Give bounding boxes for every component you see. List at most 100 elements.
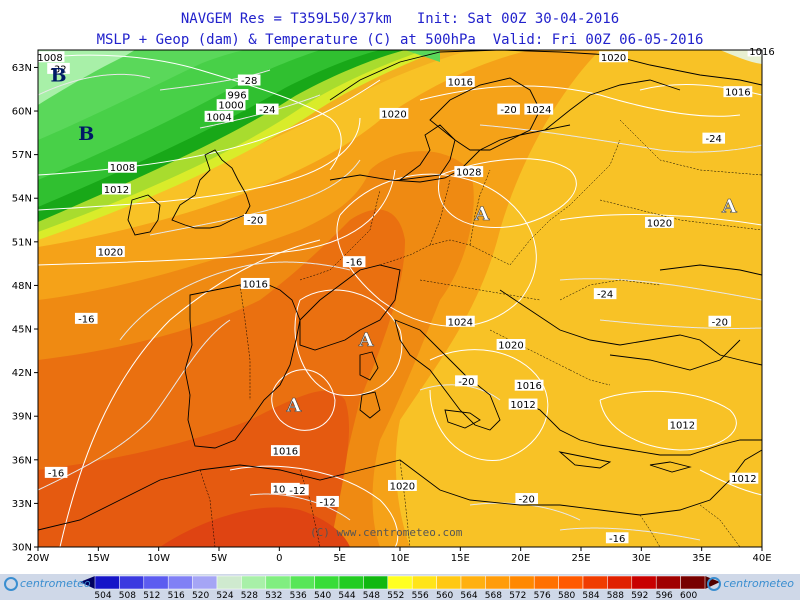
isobar-label-box — [445, 75, 475, 87]
legend-value-label: 572 — [509, 591, 526, 600]
isotherm-label-box — [342, 256, 366, 268]
legend-swatch — [582, 575, 608, 590]
legend-arrow-left — [80, 576, 95, 589]
legend-value-label: 516 — [168, 591, 185, 600]
lon-tick-label: 40E — [752, 553, 771, 564]
isobar-label-box — [270, 482, 300, 494]
isobar-label: 1024 — [448, 317, 473, 328]
isobar-label: 1012 — [731, 474, 756, 485]
centrometeo-logo-right: centrometeo — [707, 577, 794, 593]
lon-tick-label: 10E — [390, 553, 409, 564]
isobar-label-box — [508, 398, 538, 410]
isobar-label-box — [729, 472, 759, 484]
isobar-label-box — [645, 216, 674, 228]
lat-tick-label: 63N — [12, 63, 32, 74]
isobar-label: 1016 — [725, 88, 750, 99]
isobar-label: 1012 — [510, 400, 535, 411]
legend-value-label: 512 — [143, 591, 160, 600]
legend-value-label: 548 — [363, 591, 380, 600]
isobar-label-box — [723, 86, 753, 98]
isotherm-label-box — [44, 466, 68, 478]
country-borders — [199, 119, 762, 547]
legend-value-label: 588 — [607, 591, 624, 600]
isobar-label-box — [225, 89, 249, 101]
lat-tick-label: 54N — [12, 194, 32, 205]
legend-swatch — [411, 575, 437, 590]
legend-swatch — [338, 575, 364, 590]
lon-tick-label: 15W — [87, 553, 110, 564]
low-pressure-center: B — [50, 65, 66, 87]
legend-value-label: 600 — [680, 591, 697, 600]
high-pressure-center: A — [285, 395, 301, 417]
legend-swatch — [436, 575, 462, 590]
legend-value-label: 520 — [192, 591, 209, 600]
lat-tick-label: 48N — [12, 281, 32, 292]
isotherm-label: -16 — [78, 314, 94, 325]
high-pressure-center: A — [358, 329, 374, 351]
isobar-label: 1020 — [647, 218, 672, 229]
legend-swatch — [485, 575, 511, 590]
logo-mark-icon — [4, 577, 18, 591]
isotherm-label: -32 — [50, 64, 66, 75]
isotherm-label-box — [47, 62, 70, 74]
isobar-label-box — [445, 315, 475, 327]
isotherm-label-box — [702, 132, 726, 144]
title-parameters-valid: MSLP + Geop (dam) & Temperature (C) at 5… — [96, 32, 704, 48]
isobar-label-box — [240, 277, 270, 289]
legend-swatch — [94, 575, 120, 590]
coastlines — [38, 50, 762, 531]
isotherm-label: -16 — [48, 468, 64, 479]
isobar-label: 996 — [228, 91, 247, 102]
lat-tick-label: 57N — [12, 150, 32, 161]
isotherm-label: -24 — [259, 105, 275, 116]
legend-value-label: 528 — [241, 591, 258, 600]
legend-value-label: 564 — [460, 591, 477, 600]
legend-value-label: 560 — [436, 591, 453, 600]
isotherm-label-box — [255, 103, 279, 115]
legend-swatch — [680, 575, 706, 590]
legend-value-label: 524 — [216, 591, 233, 600]
isobar-label-box — [496, 339, 526, 351]
isobar-label: 1000 — [218, 101, 243, 112]
isobar-label: 1020 — [98, 247, 123, 258]
lon-tick-label: 20E — [511, 553, 530, 564]
legend-value-label: 552 — [387, 591, 404, 600]
legend-swatch — [387, 575, 413, 590]
isobar-label-box — [388, 479, 417, 491]
legend-swatch — [289, 575, 315, 590]
legend-swatch — [363, 575, 389, 590]
isobar-label-box — [35, 51, 65, 63]
lon-tick-label: 5W — [211, 553, 227, 564]
latitude-axis: 63N 60N 57N 54N 51N 48N 45N 42N 39N 36N 33N 30N — [12, 63, 38, 554]
pressure-center-labels: B B A A A A — [50, 65, 737, 417]
isotherm-label-box — [515, 493, 538, 505]
isotherm-label: -20 — [247, 216, 263, 227]
lat-tick-label: 45N — [12, 325, 32, 336]
isobar-label: 1020 — [498, 341, 523, 352]
logo-text: centrometeo — [723, 577, 794, 590]
legend-swatch — [314, 575, 340, 590]
isotherm-label: -20 — [500, 105, 516, 116]
isobar-label-box — [102, 183, 131, 195]
isotherm-label-box — [286, 484, 309, 496]
lon-tick-label: 10W — [147, 553, 170, 564]
isobar-label-box — [216, 99, 246, 111]
lat-tick-label: 60N — [12, 107, 32, 118]
legend-swatch — [265, 575, 291, 590]
high-pressure-center: A — [721, 195, 737, 217]
isobar-label: 1012 — [670, 420, 695, 431]
legend-value-label: 508 — [119, 591, 136, 600]
logo-text: centrometeo — [20, 577, 91, 590]
color-legend: 504 508 512 516 520 524 528 532 536 540 544 548 552 5… — [0, 574, 800, 600]
isobar-label: 1016 — [242, 279, 267, 290]
isotherm-label: -20 — [519, 495, 535, 506]
legend-value-label: 580 — [558, 591, 575, 600]
centrometeo-logo-left: centrometeo — [4, 577, 91, 593]
isotherm-label: -28 — [241, 76, 257, 87]
longitude-axis: 20W 15W 10W 5W 0 5E 10E 15E 20E 25E 30E 35E 40E — [27, 547, 772, 564]
legend-swatch — [607, 575, 633, 590]
low-pressure-center: B — [78, 123, 94, 145]
isobar-label: 1016 — [273, 447, 298, 458]
lat-tick-label: 36N — [12, 455, 32, 466]
isotherm-label-box — [316, 495, 339, 507]
